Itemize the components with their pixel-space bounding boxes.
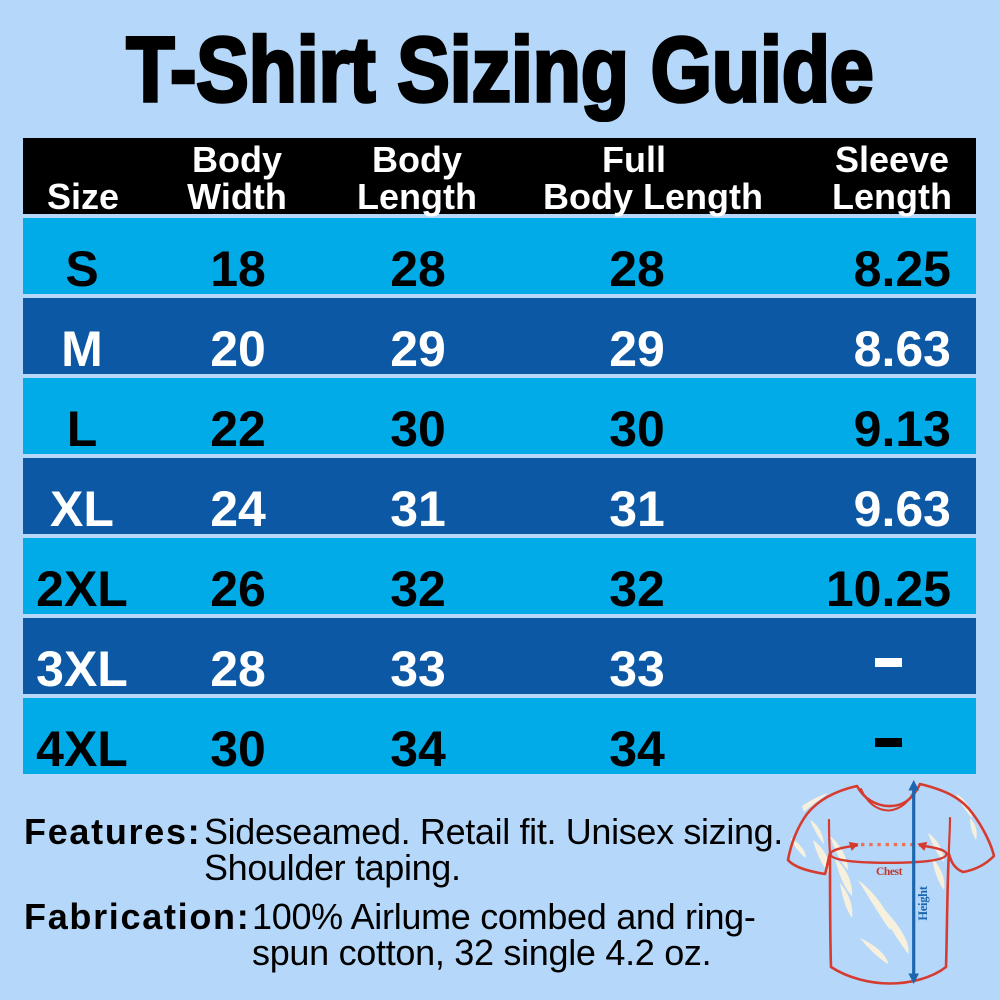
svg-text:Chest: Chest <box>876 866 903 878</box>
svg-text:Height: Height <box>916 885 930 920</box>
